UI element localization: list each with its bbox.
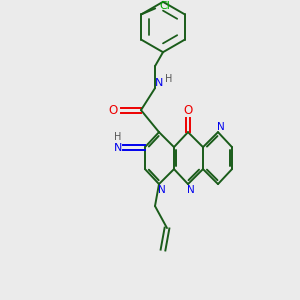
Text: N: N xyxy=(217,122,225,132)
Text: N: N xyxy=(155,78,163,88)
Text: O: O xyxy=(108,103,118,117)
Text: N: N xyxy=(114,143,122,153)
Text: O: O xyxy=(183,103,193,117)
Text: H: H xyxy=(165,74,173,84)
Text: Cl: Cl xyxy=(160,2,171,11)
Text: H: H xyxy=(114,132,122,142)
Text: N: N xyxy=(187,185,195,195)
Text: N: N xyxy=(158,185,166,195)
